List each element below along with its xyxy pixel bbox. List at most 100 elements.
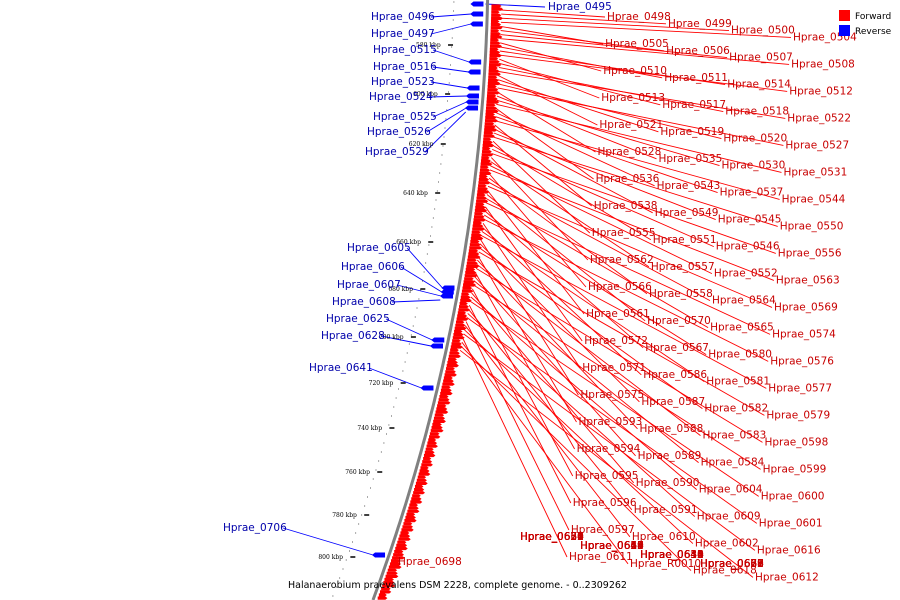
- forward-gene-arrow: [469, 246, 482, 250]
- forward-gene-arrow: [478, 178, 490, 182]
- forward-label-link: [475, 267, 763, 443]
- forward-gene-label: Hprae_0627: [700, 558, 764, 570]
- forward-gene-arrow: [490, 41, 501, 45]
- forward-gene-label: Hprae_0678: [700, 558, 764, 570]
- forward-gene-arrow: [471, 233, 483, 238]
- forward-label-link: [496, 95, 657, 160]
- forward-gene-label: Hprae_0570: [647, 315, 711, 327]
- forward-gene-label: Hprae_0552: [714, 268, 778, 280]
- forward-label-link: [459, 349, 754, 578]
- reverse-gene-label: Hprae_0525: [373, 111, 437, 123]
- reverse-gene-arrow: [430, 343, 444, 349]
- forward-gene-label: Hprae_0617: [580, 540, 644, 552]
- forward-gene-arrow: [450, 348, 459, 352]
- scale-tick-label: 700 kbp: [379, 334, 404, 341]
- forward-gene-arrow: [429, 432, 440, 436]
- scale-ticks: 580 kbp 600 kbp 620 kbp 640 kbp 660 kbp 680 k…: [318, 1, 455, 597]
- forward-gene-arrow: [443, 376, 453, 380]
- forward-gene-label: Hprae_0620: [520, 531, 584, 543]
- forward-gene-arrow: [487, 88, 499, 92]
- forward-gene-arrow: [472, 224, 484, 228]
- scale-tick-label: 760 kbp: [345, 469, 370, 476]
- reverse-gene-arrow: [441, 285, 455, 291]
- forward-gene-arrow: [386, 571, 398, 575]
- reverse-gene-label: Hprae_0516: [373, 61, 437, 73]
- forward-gene-arrow: [484, 125, 496, 129]
- forward-label-link: [482, 226, 642, 376]
- forward-gene-label: Hprae_0519: [660, 126, 724, 138]
- reverse-label-link: [432, 101, 467, 118]
- forward-gene-label: Hprae_0643: [640, 549, 704, 561]
- forward-gene-label: Hprae_0640: [640, 549, 704, 561]
- forward-label-link: [471, 288, 574, 477]
- reverse-label-link: [368, 367, 422, 389]
- forward-label-link: [494, 124, 592, 207]
- forward-gene-arrow: [476, 196, 487, 200]
- forward-gene-arrow: [394, 550, 404, 554]
- forward-gene-arrow: [423, 453, 436, 458]
- scale-dots: [332, 1, 455, 597]
- forward-gene-arrow: [413, 491, 426, 495]
- forward-gene-arrow: [481, 153, 494, 157]
- forward-gene-arrow: [419, 469, 430, 473]
- forward-gene-arrow: [406, 512, 416, 516]
- forward-gene-arrow: [464, 274, 478, 278]
- forward-label-link: [489, 169, 775, 281]
- forward-label-link: [483, 218, 769, 362]
- forward-gene-label: Hprae_0659: [580, 540, 644, 552]
- forward-gene-arrow: [467, 258, 477, 262]
- forward-gene-arrow: [454, 329, 463, 334]
- forward-gene-arrow: [449, 351, 460, 355]
- forward-gene-label: Hprae_0517: [662, 99, 726, 111]
- forward-gene-arrow: [468, 252, 480, 256]
- forward-gene-label: Hprae_0594: [577, 443, 641, 455]
- reverse-label-link: [400, 266, 443, 293]
- forward-gene-label: Hprae_0635: [700, 558, 764, 570]
- forward-gene-label: Hprae_0679: [700, 558, 764, 570]
- forward-gene-label: Hprae_0658: [520, 531, 584, 543]
- forward-gene-label: Hprae_0650: [640, 549, 704, 561]
- forward-gene-label: Hprae_0633: [640, 549, 704, 561]
- forward-gene-arrow: [479, 168, 491, 172]
- forward-gene-label: Hprae_0646: [640, 549, 704, 561]
- forward-gene-label: Hprae_0599: [763, 463, 827, 475]
- forward-gene-arrow: [490, 32, 501, 36]
- forward-label-link: [500, 34, 728, 59]
- forward-gene-arrow: [465, 271, 477, 275]
- forward-gene-label: Hprae_0576: [770, 355, 834, 367]
- reverse-gene-arrow: [420, 385, 434, 391]
- forward-gene-arrow: [390, 559, 401, 563]
- forward-gene-arrow: [483, 134, 495, 138]
- forward-label-link: [487, 185, 773, 308]
- forward-gene-label: Hprae_0583: [703, 430, 767, 442]
- forward-gene-label: Hprae_0588: [640, 423, 704, 435]
- forward-gene-label: Hprae_0579: [766, 409, 830, 421]
- forward-gene-label: Hprae_0622: [520, 531, 584, 543]
- forward-label-link: [494, 128, 653, 214]
- forward-gene-arrow: [488, 69, 500, 73]
- forward-gene-label: Hprae_0543: [657, 180, 721, 192]
- forward-gene-label: Hprae_0566: [588, 281, 652, 293]
- forward-gene-label: Hprae_0671: [520, 531, 584, 543]
- forward-label-link: [498, 75, 598, 126]
- forward-gene-arrow: [433, 419, 446, 423]
- reverse-gene-label: Hprae_0641: [309, 362, 373, 374]
- forward-gene-label: Hprae_0520: [723, 133, 787, 145]
- forward-gene-arrow: [429, 435, 441, 439]
- forward-gene-arrow: [480, 165, 489, 169]
- forward-gene-label: Hprae_0645: [640, 549, 704, 561]
- forward-gene-label: Hprae_0586: [643, 369, 707, 381]
- reverse-gene-arrow: [465, 99, 479, 105]
- forward-gene-label: Hprae_0571: [582, 362, 646, 374]
- forward-gene-arrow: [384, 577, 394, 582]
- forward-gene-label: Hprae_0531: [784, 166, 848, 178]
- forward-gene-label: Hprae_0616: [757, 544, 821, 556]
- forward-gene-arrow: [490, 29, 500, 33]
- forward-gene-arrow: [411, 497, 422, 501]
- reverse-label-link: [380, 335, 432, 347]
- forward-gene-arrow: [396, 543, 408, 547]
- forward-gene-arrow: [480, 162, 493, 166]
- forward-gene-arrow: [438, 398, 450, 402]
- forward-gene-label: Hprae_0611: [569, 551, 633, 563]
- forward-gene-arrow: [414, 484, 424, 489]
